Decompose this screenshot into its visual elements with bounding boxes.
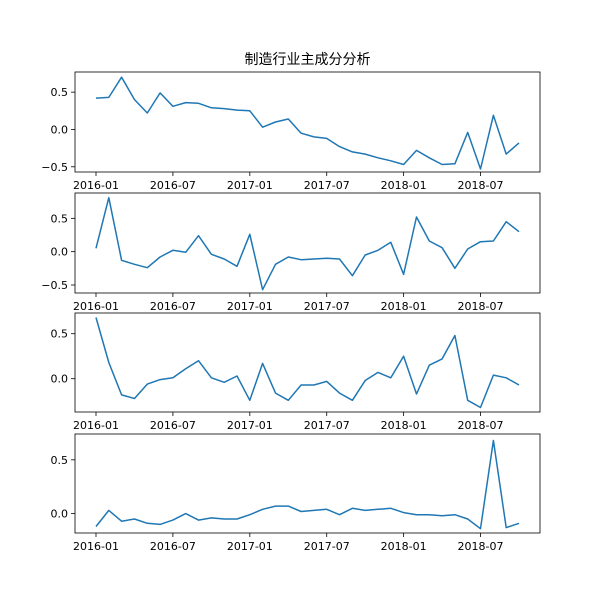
y-tick-label: 0.5	[51, 212, 69, 225]
x-tick-label: 2016-01	[73, 179, 119, 192]
series-line	[95, 317, 520, 409]
x-tick-label: 2017-01	[227, 419, 273, 432]
x-tick-label: 2018-01	[381, 419, 427, 432]
y-tick-label: 0.0	[51, 508, 69, 521]
axes-frame	[74, 433, 541, 534]
y-tick-label: −0.5	[41, 279, 68, 292]
y-tick-label: −0.5	[41, 161, 68, 174]
x-tick-label: 2017-01	[227, 179, 273, 192]
x-tick-label: 2017-01	[227, 540, 273, 553]
axes-frame	[74, 312, 541, 413]
panel-3: 0.5 0.0 2016-01 2016-07 2017-01 2017-07 2018-0…	[51, 312, 541, 432]
x-tick-label: 2016-07	[150, 179, 196, 192]
x-tick-label: 2016-07	[150, 540, 196, 553]
series-line	[95, 439, 520, 530]
y-tick-label: 0.0	[51, 246, 69, 259]
x-tick-label: 2017-01	[227, 300, 273, 313]
panel-2: 0.5 0.0 −0.5 2016-01 2016-07 2017-01 2017-07 20…	[41, 192, 541, 313]
x-tick-label: 2018-07	[458, 179, 504, 192]
x-tick-label: 2017-07	[304, 300, 350, 313]
y-tick-label: 0.5	[51, 328, 69, 341]
series-line	[95, 196, 520, 291]
x-tick-label: 2018-01	[381, 540, 427, 553]
x-tick-label: 2016-07	[150, 300, 196, 313]
panel-4: 0.5 0.0 2016-01 2016-07 2017-01 2017-07 2018-0…	[51, 433, 541, 553]
series-line	[95, 76, 520, 170]
axes-frame	[74, 71, 541, 173]
x-tick-label: 2016-07	[150, 419, 196, 432]
x-tick-label: 2018-01	[381, 179, 427, 192]
y-tick-label: 0.0	[51, 123, 69, 136]
x-tick-label: 2018-07	[458, 540, 504, 553]
x-tick-label: 2016-01	[73, 300, 119, 313]
y-tick-label: 0.5	[51, 86, 69, 99]
y-tick-label: 0.0	[51, 373, 69, 386]
x-tick-label: 2018-07	[458, 300, 504, 313]
x-tick-label: 2018-01	[381, 300, 427, 313]
x-tick-label: 2017-07	[304, 179, 350, 192]
x-tick-label: 2018-07	[458, 419, 504, 432]
x-tick-label: 2016-01	[73, 419, 119, 432]
y-tick-label: 0.5	[51, 454, 69, 467]
x-tick-label: 2017-07	[304, 540, 350, 553]
x-tick-label: 2017-07	[304, 419, 350, 432]
axes-frame	[74, 192, 541, 294]
panel-1: 0.5 0.0 −0.5 2016-01 2016-07 2017-01 2017-07 20…	[41, 71, 541, 192]
x-tick-label: 2016-01	[73, 540, 119, 553]
chart-title: 制造行业主成分分析	[245, 52, 371, 68]
